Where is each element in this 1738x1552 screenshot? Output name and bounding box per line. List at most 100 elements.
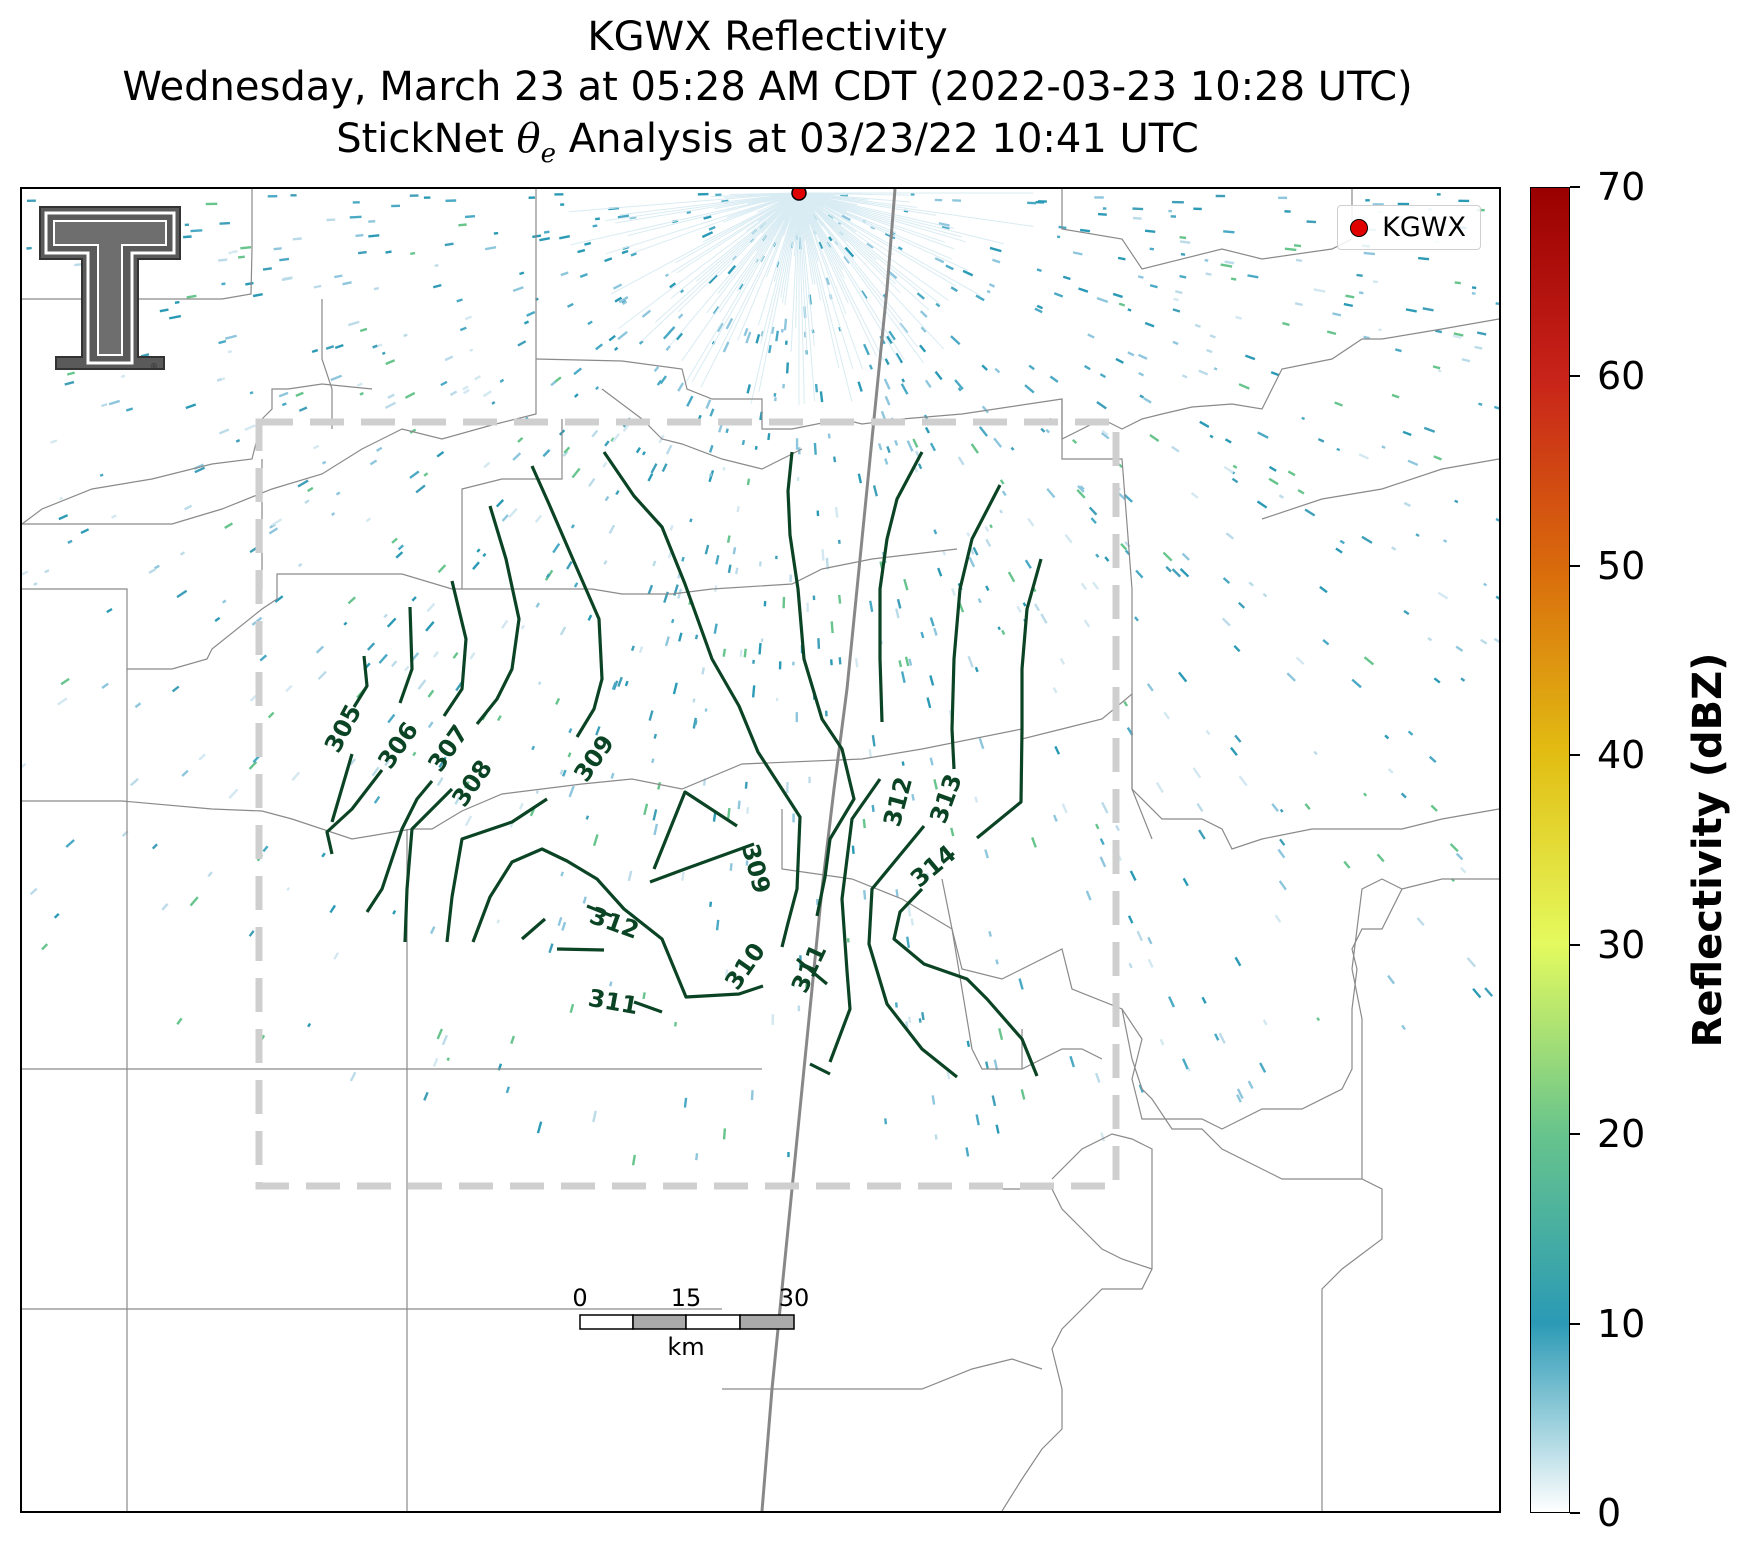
radar-gate	[924, 426, 931, 434]
radar-gate	[1471, 286, 1477, 290]
radar-gate	[851, 845, 855, 854]
radar-radial	[719, 192, 800, 313]
radar-gate	[709, 408, 715, 417]
radar-gate	[610, 437, 615, 442]
radar-gate	[1297, 489, 1305, 495]
radar-gate	[1232, 464, 1238, 469]
radar-radial	[798, 192, 840, 369]
radar-gate	[724, 969, 729, 981]
colorbar-tick-mark	[1570, 1512, 1580, 1514]
radar-gate	[1472, 988, 1482, 999]
radar-gate	[542, 449, 551, 458]
radar-radial	[681, 192, 800, 362]
scale-tick-15: 15	[671, 1284, 702, 1312]
radar-gate	[347, 596, 356, 605]
radar-gate	[1179, 274, 1187, 279]
radar-gate	[846, 938, 850, 943]
radar-gate	[642, 451, 646, 456]
radar-gate	[1397, 202, 1410, 206]
radar-gate	[677, 382, 685, 392]
radar-gate	[384, 401, 397, 410]
radar-gate	[1018, 978, 1024, 990]
radar-radial	[798, 192, 847, 315]
radar-gate	[237, 255, 245, 259]
radar-gate	[554, 193, 564, 196]
radar-gate	[894, 1002, 898, 1008]
radar-gate	[462, 385, 469, 391]
radar-gate	[297, 562, 303, 568]
radar-gate	[587, 320, 593, 326]
radar-gate	[449, 390, 458, 397]
radar-gate	[1209, 334, 1216, 339]
radar-radial	[798, 192, 919, 292]
radar-gate	[745, 860, 749, 866]
radar-gate	[929, 617, 935, 627]
radar-gate	[1096, 400, 1107, 410]
radar-gate	[248, 930, 255, 937]
radar-gate	[352, 201, 360, 204]
radar-gate	[1198, 369, 1209, 376]
radar-gate	[184, 223, 190, 227]
map-panel[interactable]: 305 306 307 308 309 309 310 311 311 312 312 313 314 …	[20, 187, 1501, 1513]
radar-gate	[151, 843, 158, 850]
radar-gate	[235, 439, 241, 443]
radar-gate	[895, 889, 899, 898]
radar-gate	[1391, 393, 1400, 399]
radar-gate	[1205, 272, 1212, 276]
radar-gate	[1162, 551, 1173, 562]
radar-gate	[518, 802, 524, 810]
contour-312-line	[520, 917, 547, 941]
colorbar-tick-label: 40	[1597, 733, 1646, 778]
radar-gate	[1384, 734, 1390, 740]
radar-gate	[279, 257, 290, 262]
radar-radial	[706, 192, 800, 314]
radar-radial	[798, 192, 1005, 245]
radar-gate	[661, 463, 668, 473]
radar-gate	[224, 334, 238, 340]
radar-gate	[752, 659, 755, 664]
theta-e-contours	[325, 451, 1043, 1079]
radar-gate	[176, 1017, 183, 1025]
radar-radial	[717, 192, 800, 294]
radar-gate	[50, 439, 58, 444]
radar-gate	[59, 496, 63, 501]
radar-gate	[754, 445, 758, 450]
radar-gate	[830, 621, 834, 634]
radar-gate	[618, 296, 629, 304]
radar-gate	[441, 1034, 448, 1046]
radar-gate	[1001, 490, 1007, 497]
radar-gate	[986, 289, 991, 294]
radar-gate	[365, 517, 372, 523]
radar-radial	[798, 192, 953, 260]
radar-gate	[635, 447, 641, 454]
radar-gate	[837, 539, 841, 544]
radar-gate	[560, 271, 569, 277]
radar-gate	[1079, 228, 1091, 233]
radar-gate	[218, 339, 227, 345]
radar-gate	[573, 582, 579, 588]
radar-gate	[391, 537, 398, 544]
radar-gate	[780, 328, 784, 333]
radar-gate	[701, 667, 706, 675]
radar-gate	[298, 406, 308, 412]
radar-gate	[1493, 405, 1499, 412]
radar-gate	[312, 444, 320, 450]
radar-gate	[1306, 220, 1317, 224]
radar-gate	[1165, 566, 1172, 573]
radar-gate	[1495, 517, 1499, 523]
county-line	[321, 299, 333, 429]
radar-gate	[833, 456, 837, 463]
radar-gate	[825, 277, 831, 286]
radar-gate	[727, 564, 732, 574]
radar-gate	[1351, 678, 1362, 689]
colorbar-tick-label: 20	[1597, 1112, 1646, 1157]
radar-gate	[974, 666, 979, 673]
radar-gate	[715, 193, 722, 197]
radar-gate	[159, 308, 169, 313]
colorbar-tick-label: 60	[1597, 354, 1646, 399]
radar-gate	[334, 344, 344, 350]
radar-gate	[383, 613, 388, 619]
radar-gate	[665, 444, 673, 455]
radar-gate	[1480, 638, 1488, 645]
contour-311-small	[633, 1000, 663, 1014]
